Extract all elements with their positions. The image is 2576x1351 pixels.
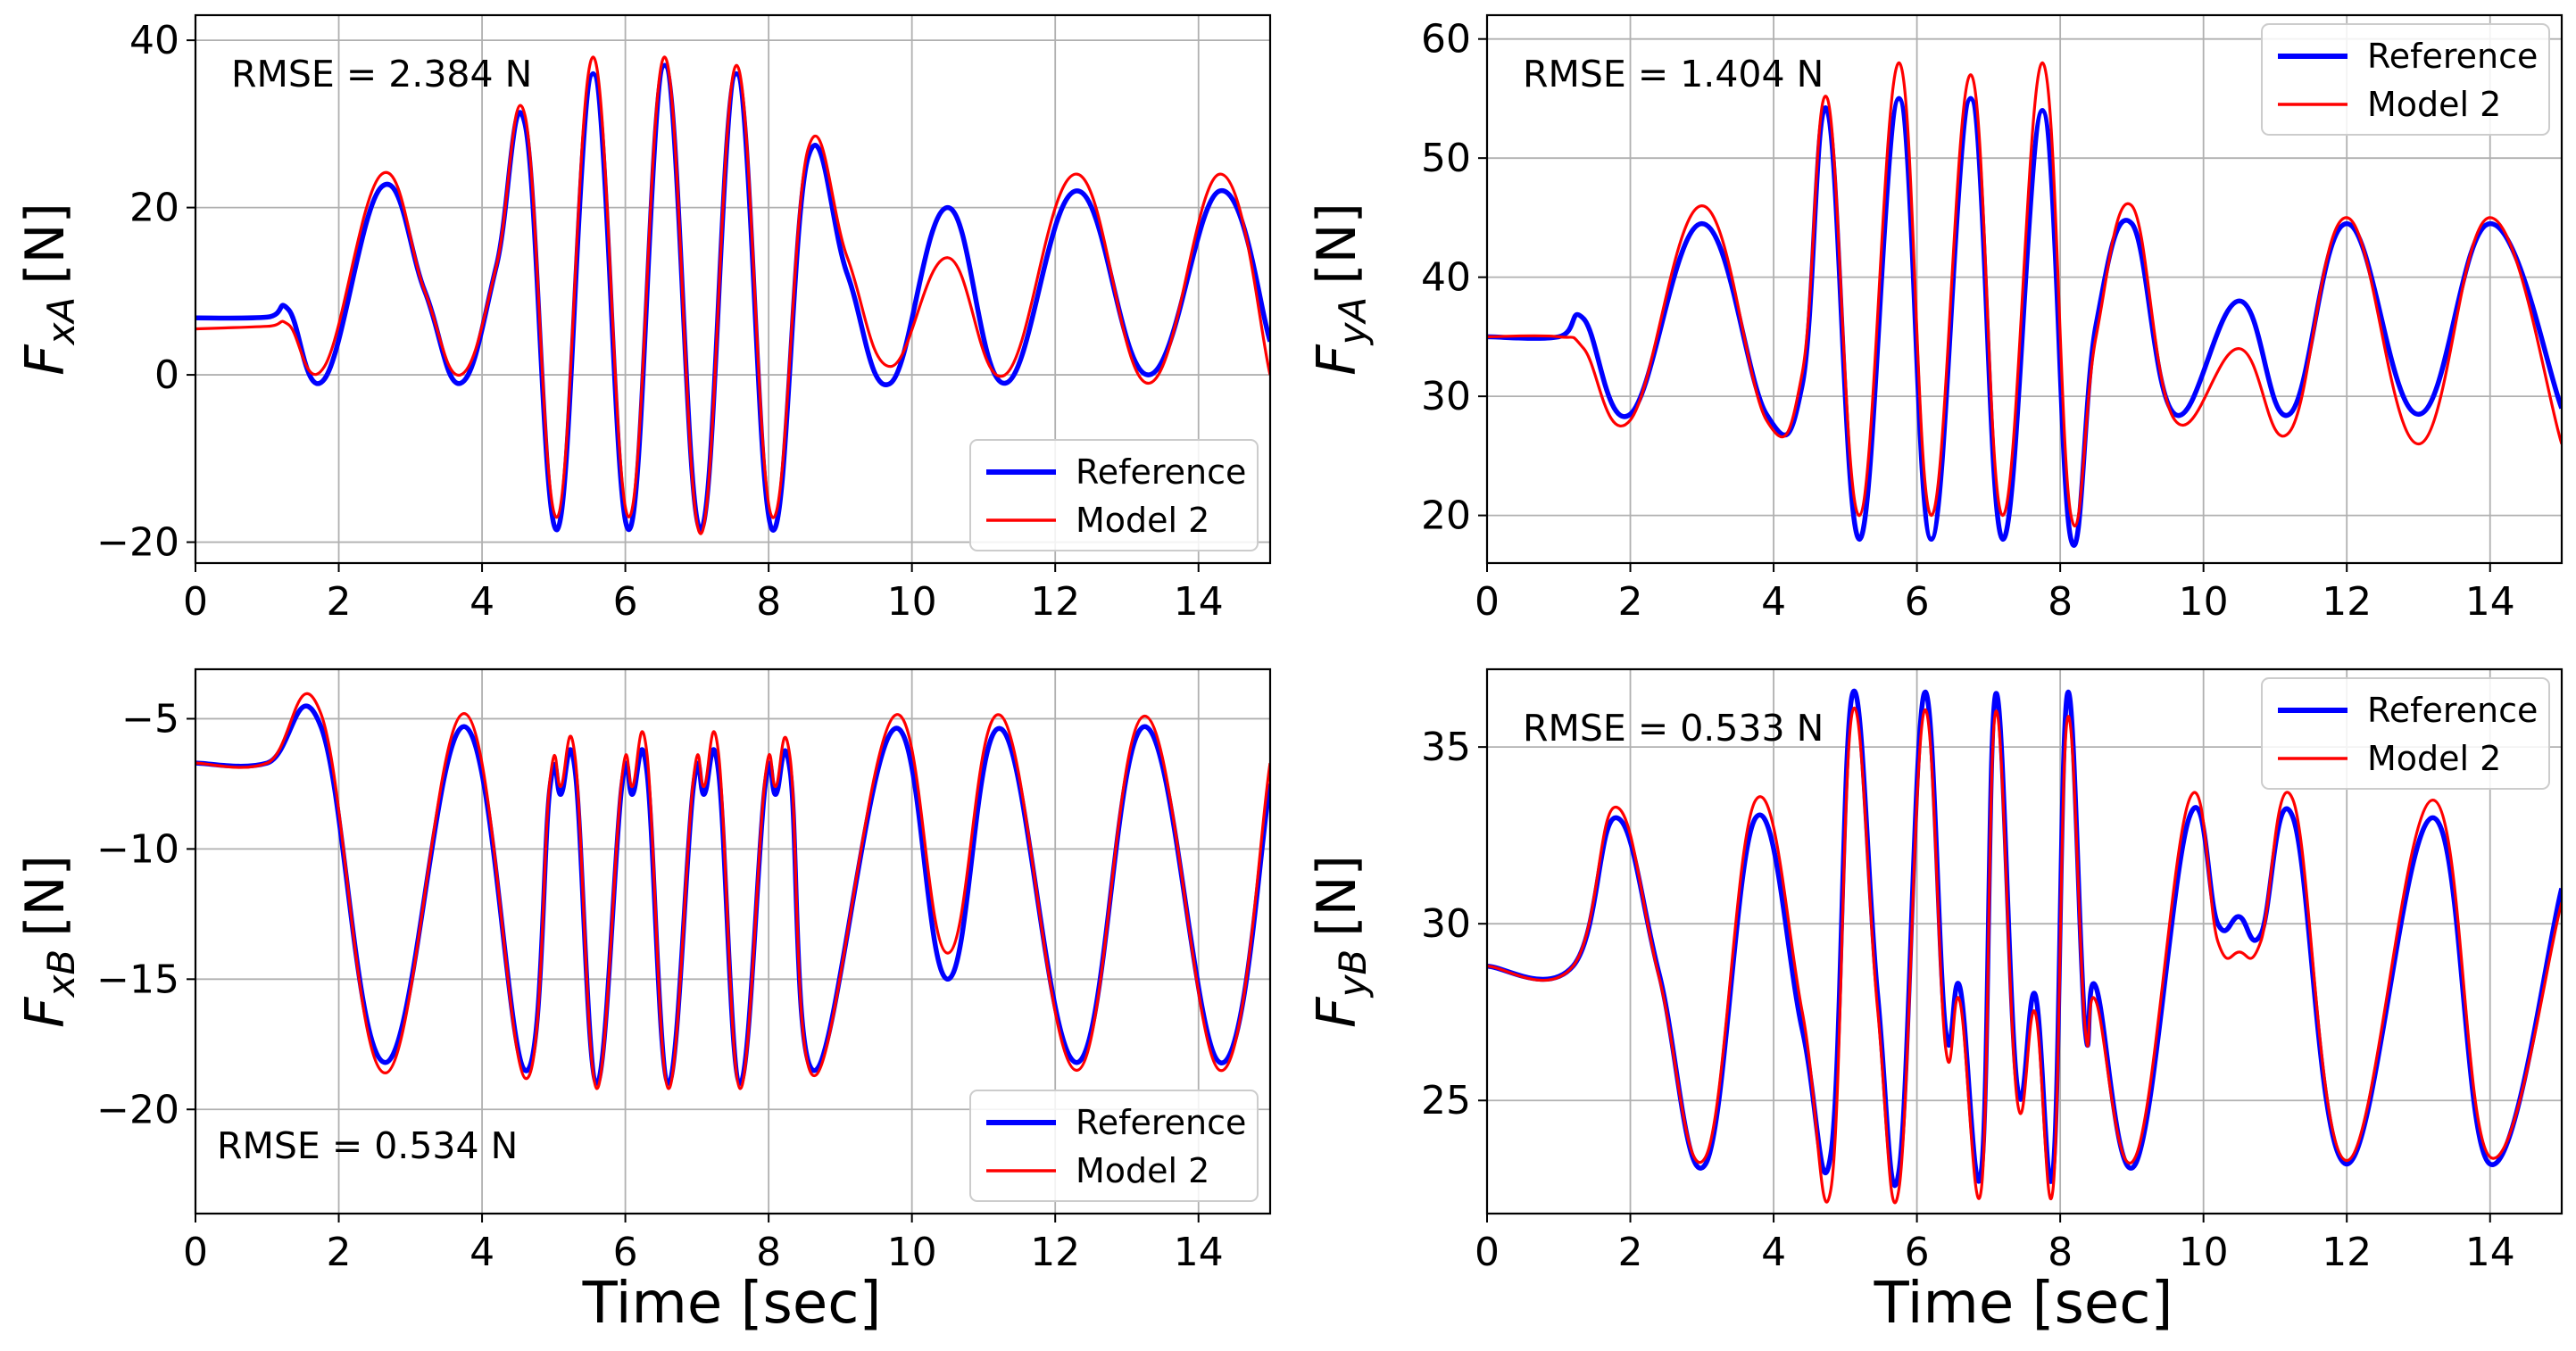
y-tick-label: 20 (1421, 493, 1471, 539)
y-axis-title: FxB[N] (14, 855, 83, 1028)
x-tick-label: 10 (887, 1230, 937, 1275)
legend: Reference Model 2 (969, 439, 1259, 551)
plot-frame (194, 667, 1272, 1215)
x-tick-label: 0 (183, 1230, 208, 1275)
x-tick-label: 12 (1030, 1230, 1080, 1275)
y-tick-label: 30 (1421, 901, 1471, 947)
x-axis-title-right: Time [sec] (1874, 1271, 2173, 1337)
x-tick-label: 8 (756, 579, 781, 625)
y-tick-label: 35 (1421, 725, 1471, 770)
model-2-series-line (195, 55, 1270, 535)
x-tick-label: 10 (887, 579, 937, 625)
x-tick-label: 12 (2322, 1230, 2372, 1275)
x-tick-label: 2 (1618, 1230, 1643, 1275)
legend: Reference Model 2 (2261, 23, 2550, 136)
legend-reference-label: Reference (2367, 37, 2538, 76)
legend-model-2-label: Model 2 (2367, 739, 2501, 778)
x-tick-label: 8 (2048, 1230, 2073, 1275)
legend-reference-label: Reference (1076, 1103, 1246, 1142)
x-tick-label: 6 (1905, 579, 1930, 625)
y-axis-title: FyA[N] (1306, 203, 1375, 376)
rmse-annotation: RMSE = 0.533 N (1523, 707, 1824, 750)
panel-fxb: 0 2 4 6 8 10 12 14 −20 −15 −10 −5 FxB[N] RMSE = 0.534… (14, 667, 1272, 1275)
x-tick-label: 14 (1174, 579, 1224, 625)
panel-fya: 0 2 4 6 8 10 12 14 20 30 40 50 60 FyA[N] RMSE = 1.404 … (1306, 13, 2564, 625)
x-tick-label: 6 (1905, 1230, 1930, 1275)
plot-frame (1485, 667, 2564, 1215)
plot-frame (1485, 13, 2564, 565)
y-tick-label: 40 (1421, 255, 1471, 301)
panel-fyb: 0 2 4 6 8 10 12 14 25 30 35 FyB[N] RMSE = 0.533 N Ref… (1306, 667, 2564, 1275)
y-tick-label: −20 (96, 1087, 179, 1132)
y-tick-label: −10 (96, 826, 179, 872)
x-tick-label: 12 (2322, 579, 2372, 625)
y-tick-label: 40 (129, 18, 179, 63)
x-tick-label: 4 (1761, 1230, 1786, 1275)
rmse-annotation: RMSE = 2.384 N (231, 53, 532, 95)
x-tick-label: 4 (1761, 579, 1786, 625)
x-tick-label: 4 (469, 1230, 494, 1275)
x-tick-label: 10 (2179, 579, 2229, 625)
legend-model-2-label: Model 2 (2367, 85, 2501, 124)
legend-model-2-label: Model 2 (1076, 501, 1209, 540)
reference-series-line (1487, 95, 2562, 548)
y-tick-label: 50 (1421, 136, 1471, 181)
y-tick-label: −15 (96, 957, 179, 1002)
model-2-series-line (1487, 707, 2562, 1205)
x-axis-title-left: Time [sec] (582, 1271, 882, 1337)
legend-box (969, 1090, 1259, 1202)
legend-box (2261, 677, 2550, 790)
x-tick-label: 0 (183, 579, 208, 625)
x-tick-label: 12 (1030, 579, 1080, 625)
x-tick-label: 2 (327, 1230, 352, 1275)
legend-reference-label: Reference (2367, 691, 2538, 730)
x-tick-label: 14 (2465, 579, 2515, 625)
y-tick-label: 30 (1421, 374, 1471, 419)
plot-frame (194, 13, 1272, 565)
x-tick-label: 6 (613, 1230, 638, 1275)
x-tick-label: 14 (2465, 1230, 2515, 1275)
x-tick-label: 14 (1174, 1230, 1224, 1275)
y-tick-label: 20 (129, 186, 179, 231)
legend-box (969, 439, 1259, 551)
legend-box (2261, 23, 2550, 136)
x-tick-label: 10 (2179, 1230, 2229, 1275)
x-tick-label: 6 (613, 579, 638, 625)
x-tick-label: 0 (1475, 579, 1500, 625)
y-tick-label: 0 (154, 352, 179, 398)
x-tick-label: 8 (756, 1230, 781, 1275)
y-axis-title: FyB[N] (1306, 855, 1375, 1028)
legend: Reference Model 2 (2261, 677, 2550, 790)
x-tick-label: 0 (1475, 1230, 1500, 1275)
model-2-series-line (195, 692, 1270, 1090)
x-tick-label: 2 (327, 579, 352, 625)
rmse-annotation: RMSE = 1.404 N (1523, 53, 1824, 95)
y-tick-label: 60 (1421, 17, 1471, 62)
legend: Reference Model 2 (969, 1090, 1259, 1202)
y-axis-title: FxA[N] (14, 203, 83, 376)
legend-reference-label: Reference (1076, 452, 1246, 492)
y-tick-label: −20 (96, 520, 179, 566)
y-tick-label: −5 (121, 696, 179, 742)
y-tick-label: 25 (1421, 1078, 1471, 1123)
x-tick-label: 8 (2048, 579, 2073, 625)
legend-model-2-label: Model 2 (1076, 1151, 1209, 1190)
model-2-series-line (1487, 61, 2562, 527)
rmse-annotation: RMSE = 0.534 N (217, 1124, 518, 1167)
x-tick-label: 2 (1618, 579, 1643, 625)
x-tick-label: 4 (469, 579, 494, 625)
